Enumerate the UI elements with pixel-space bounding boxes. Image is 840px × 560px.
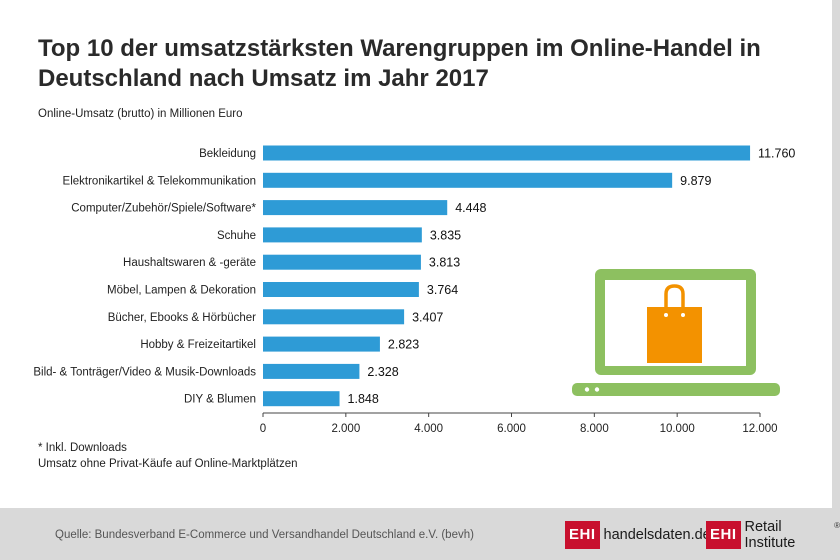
laptop-led-icon [584, 387, 590, 392]
bar [263, 363, 360, 379]
shopping-bag-icon [647, 307, 702, 363]
source-text: Quelle: Bundesverband E-Commerce und Ver… [55, 529, 474, 541]
category-label: Möbel, Lampen & Dekoration [107, 285, 256, 297]
data-label: 2.823 [388, 338, 419, 352]
category-label: Bild- & Tonträger/Video & Musik-Download… [33, 366, 256, 378]
handelsdaten-logo[interactable]: EHI handelsdaten.de [565, 517, 711, 553]
chart-title: Top 10 der umsatzstärksten Warengruppen … [38, 35, 761, 92]
data-label: 3.764 [427, 283, 458, 297]
tick-label: 10.000 [660, 423, 695, 435]
bar [263, 172, 673, 188]
bar [263, 145, 751, 161]
category-label: Bekleidung [199, 148, 256, 160]
shopping-bag-eyelet-icon [681, 313, 685, 317]
data-label: 3.407 [412, 310, 443, 324]
data-label: 1.848 [348, 392, 379, 406]
bar [263, 282, 419, 297]
bar [263, 254, 421, 270]
data-label: 11.760 [758, 147, 795, 161]
category-label: Haushaltswaren & -geräte [123, 257, 256, 269]
bar [263, 227, 422, 243]
category-label: Computer/Zubehör/Spiele/Software* [71, 203, 256, 215]
shopping-bag-eyelet-icon [664, 313, 668, 317]
laptop-base-icon [572, 383, 780, 396]
retail-institute-logo-text: Retail Institute [744, 519, 796, 551]
tick-label: 0 [260, 423, 266, 435]
handelsdaten-logo-text: handelsdaten.de [603, 527, 711, 543]
tick-label: 12.000 [742, 423, 777, 435]
laptop-led-icon [594, 387, 600, 392]
category-label: DIY & Blumen [184, 394, 256, 406]
ehi-retail-institute-logo[interactable]: EHI Retail Institute ® [706, 517, 840, 553]
registered-mark: ® [834, 520, 840, 530]
laptop-shopping-illustration [572, 269, 780, 396]
tick-label: 4.000 [414, 423, 443, 435]
axis-unit-label: Online-Umsatz (brutto) in Millionen Euro [38, 108, 243, 120]
tick-label: 8.000 [580, 423, 609, 435]
bar [263, 200, 448, 216]
tick-label: 6.000 [497, 423, 526, 435]
bar [263, 391, 340, 407]
ehi-logo-box: EHI [565, 521, 600, 549]
category-label: Hobby & Freizeitartikel [140, 339, 256, 351]
shopping-bag-handle-icon [664, 284, 685, 309]
bar [263, 336, 380, 352]
tick-label: 2.000 [331, 423, 360, 435]
data-label: 4.448 [455, 201, 486, 215]
data-label: 9.879 [680, 174, 711, 188]
bar-series: Bekleidung 11.760 Elektronikartikel & Tele… [33, 145, 795, 407]
bar-chart: Bekleidung 11.760 Elektronikartikel & Tele… [33, 145, 795, 435]
category-label: Bücher, Ebooks & Hörbücher [108, 312, 256, 324]
footnote-marketplaces: Umsatz ohne Privat-Käufe auf Online-Mark… [38, 458, 298, 470]
category-label: Elektronikartikel & Telekommunikation [63, 175, 256, 187]
data-label: 3.813 [429, 256, 460, 270]
footnote-downloads: * Inkl. Downloads [38, 442, 127, 454]
chart-card [0, 0, 832, 508]
ehi-logo-box: EHI [706, 521, 741, 549]
data-label: 3.835 [430, 228, 461, 242]
category-label: Schuhe [217, 230, 256, 242]
data-label: 2.328 [367, 365, 398, 379]
bar [263, 309, 405, 325]
value-axis-ticks: 0 2.000 4.000 6.000 8.000 10.000 12.000 [260, 413, 778, 435]
